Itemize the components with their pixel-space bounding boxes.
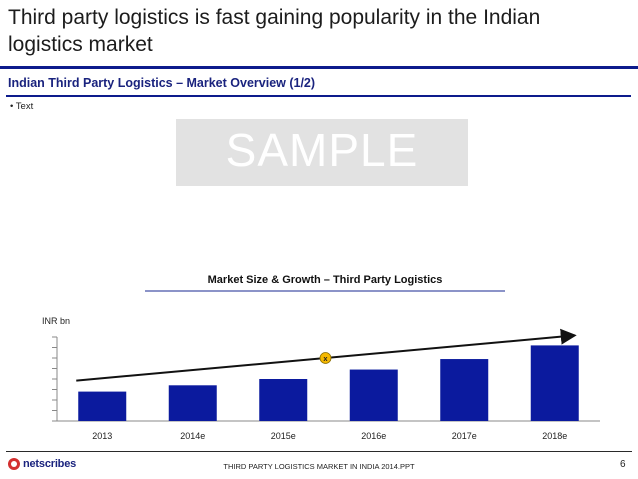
bar-2017e bbox=[440, 359, 489, 421]
y-axis-unit-label: INR bn bbox=[42, 316, 71, 326]
bullet-text: • Text bbox=[10, 101, 34, 112]
x-tick-label: 2017e bbox=[452, 431, 477, 441]
x-tick-label: 2015e bbox=[271, 431, 296, 441]
slide-title: Third party logistics is fast gaining po… bbox=[8, 6, 541, 56]
brand-logo: netscribes bbox=[8, 458, 76, 470]
growth-rate-marker bbox=[319, 352, 332, 364]
bar-2014e bbox=[168, 385, 217, 421]
chart-title: Market Size & Growth – Third Party Logis… bbox=[207, 274, 443, 286]
x-tick-label: 2016e bbox=[361, 431, 386, 441]
x-tick-label: 2018e bbox=[542, 431, 567, 441]
bar-2013 bbox=[78, 391, 127, 421]
x-tick-label: 2013 bbox=[92, 431, 112, 441]
bar-2015e bbox=[259, 379, 308, 421]
sample-watermark: SAMPLE bbox=[176, 119, 468, 186]
brand-logo-icon bbox=[8, 458, 20, 470]
chart-title-underline bbox=[145, 290, 505, 292]
section-subtitle: Indian Third Party Logistics – Market Ov… bbox=[8, 76, 316, 90]
footer-divider bbox=[6, 451, 632, 452]
bar-2016e bbox=[349, 369, 398, 421]
sample-watermark-text: SAMPLE bbox=[225, 124, 419, 176]
x-tick-label: 2014e bbox=[180, 431, 205, 441]
title-divider bbox=[0, 66, 638, 69]
brand-name: netscribes bbox=[23, 458, 77, 470]
subtitle-divider bbox=[6, 95, 631, 97]
growth-rate-label: x bbox=[323, 354, 328, 363]
page-number: 6 bbox=[620, 459, 626, 470]
bar-2018e bbox=[530, 345, 579, 421]
footer-caption: THIRD PARTY LOGISTICS MARKET IN INDIA 20… bbox=[223, 462, 415, 471]
